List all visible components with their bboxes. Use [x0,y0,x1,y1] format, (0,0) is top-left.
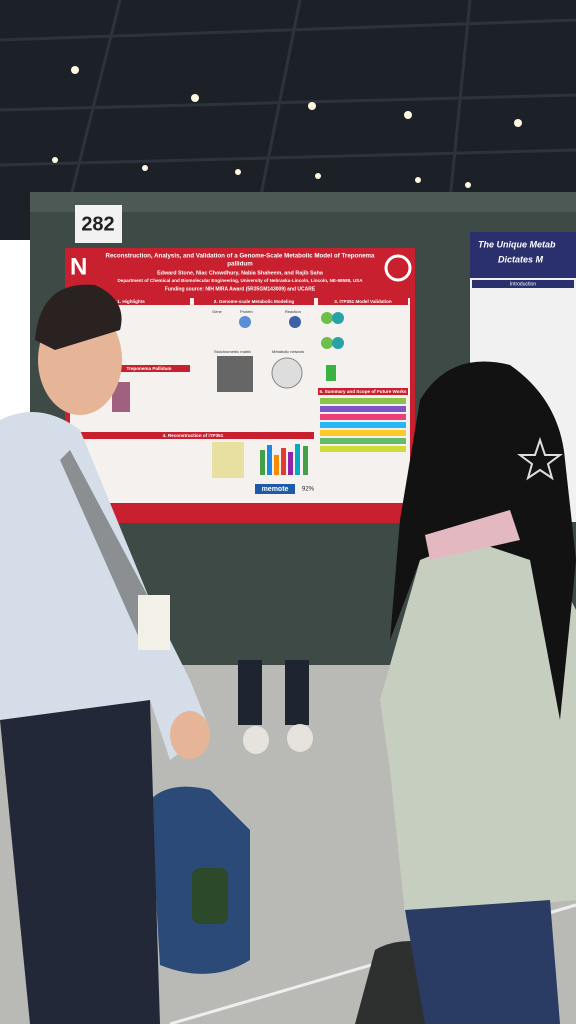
man-hands [170,711,210,759]
man-hair [35,284,122,350]
university-logo: N [70,253,87,280]
poster-affiliation: Department of Chemical and Biomolecular … [117,278,363,283]
memote-label: memote [262,486,289,493]
man-trousers [0,700,160,1024]
diagram-label: Stoichiometric matrix [214,349,251,354]
section-title: Treponema Pallidum [127,366,172,371]
poster-figures [112,312,406,494]
woman-jeans [405,900,560,1024]
woman-collar [425,510,520,560]
poster-title: pallidum [227,261,253,268]
water-bottle [192,868,228,924]
diagram-label: Gene [212,309,223,314]
diagram-label: Protein [240,309,253,314]
section-title: 2. Genome-scale Metabolic Modeling [214,299,295,304]
man-shirt [0,412,210,760]
ceiling-beams [0,0,576,241]
lab-logo [384,254,412,282]
right-section-bar [472,280,574,288]
section-title: 5. Summary and Scope of Future Works [320,389,407,394]
ceiling-lights [52,66,522,188]
section-title: 1. Highlights [117,299,145,304]
memote-score: 92% [302,487,315,493]
diagram-label: Reaction [285,309,301,314]
poster-funding: Funding source: NIH MIRA Award (5R35GM14… [165,286,316,292]
right-poster-title: The Unique Metab [478,239,556,249]
section-headers [72,298,408,439]
background-person [285,660,309,725]
section-title: 3. iTP351 Model Validation [334,299,392,304]
poster-authors: Edward Stone, Niac Chowdhury, Nabia Shah… [157,270,324,276]
booth-sign [75,205,122,243]
hair-clip [517,436,563,481]
right-section-title: Introduction [510,281,536,287]
diagram-label: Metabolic network [272,349,304,354]
background-person [238,660,262,725]
booth-number: 282 [81,213,114,235]
shoe [287,724,313,752]
right-poster-header [470,232,576,278]
section-title: 4. Reconstruction of iTP351 [163,433,224,438]
shoe [243,726,269,754]
badge [138,595,170,650]
right-poster-title: Dictates M [498,254,544,264]
woman-jacket [380,533,576,915]
poster-title: Reconstruction, Analysis, and Validation… [106,253,376,260]
board-frame [30,192,576,212]
